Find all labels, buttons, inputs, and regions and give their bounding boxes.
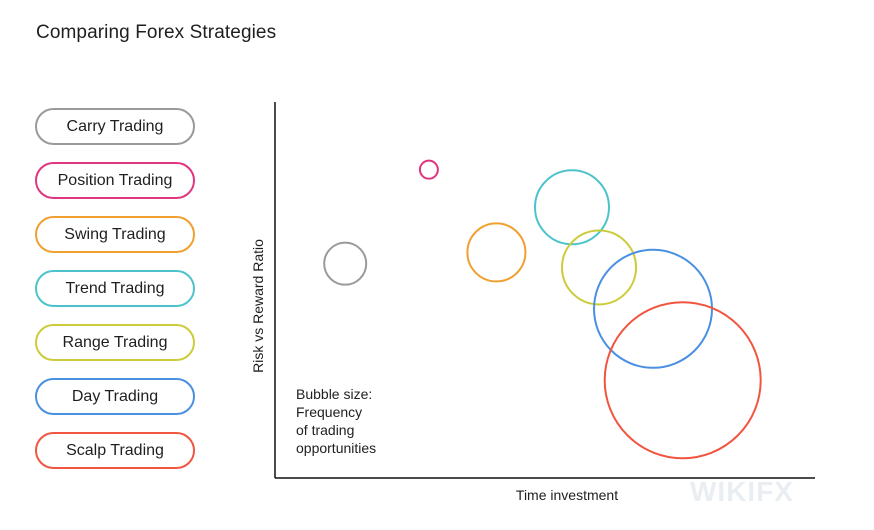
bubble-scalp-trading	[603, 301, 762, 460]
legend-item-scalp-trading: Scalp Trading	[35, 432, 195, 469]
bubble-position-trading	[418, 159, 439, 180]
legend-item-range-trading: Range Trading	[35, 324, 195, 361]
legend-item-swing-trading: Swing Trading	[35, 216, 195, 253]
watermark-logo: WIKIFX	[690, 476, 794, 507]
legend-item-day-trading: Day Trading	[35, 378, 195, 415]
bubble-carry-trading	[323, 241, 368, 286]
x-axis-label: Time investment	[516, 487, 618, 503]
bubbles-group	[323, 159, 762, 460]
legend: Carry Trading Position Trading Swing Tra…	[35, 108, 195, 469]
bubble-trend-trading	[534, 169, 610, 246]
y-axis-label: Risk vs Reward Ratio	[250, 239, 266, 373]
bubble-size-note-line: Frequency	[296, 404, 363, 420]
legend-item-trend-trading: Trend Trading	[35, 270, 195, 307]
bubble-size-note-line: Bubble size:	[296, 386, 373, 402]
bubble-size-note: Bubble size: Frequency of trading opport…	[296, 385, 376, 457]
bubble-range-trading	[561, 229, 637, 306]
bubble-swing-trading	[466, 222, 527, 283]
legend-item-carry-trading: Carry Trading	[35, 108, 195, 145]
chart-title: Comparing Forex Strategies	[36, 22, 277, 43]
bubble-size-note-line: of trading	[296, 422, 355, 438]
legend-item-position-trading: Position Trading	[35, 162, 195, 199]
bubble-size-note-line: opportunities	[296, 440, 377, 456]
